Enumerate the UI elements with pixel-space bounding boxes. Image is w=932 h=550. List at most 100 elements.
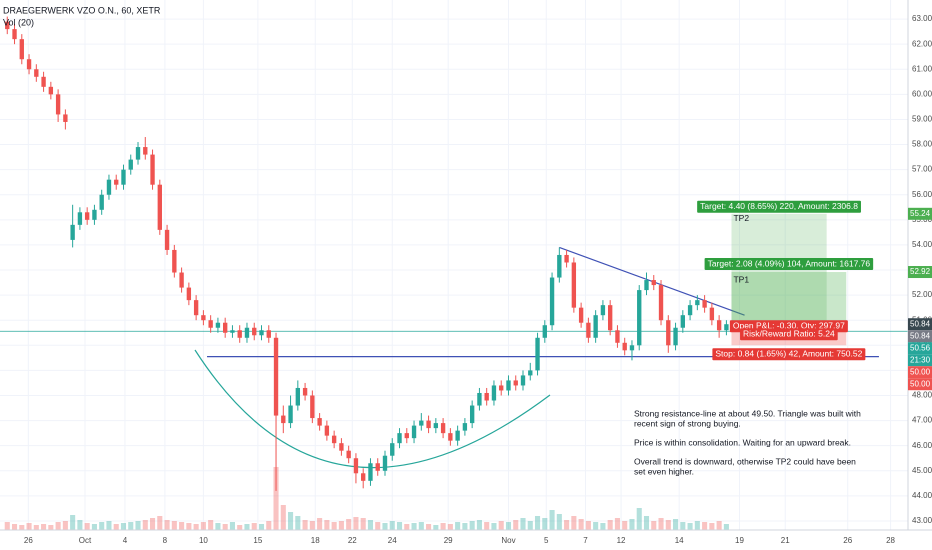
candle-body [252,327,257,336]
candle-body [680,315,685,328]
candle-body [84,212,90,220]
volume-bar [215,523,221,530]
candle-body [135,147,141,160]
volume-bar [346,519,352,530]
x-tick-label: 4 [123,536,128,545]
volume-bar [665,520,671,530]
candle-body [513,380,518,386]
x-tick-label: 5 [544,536,549,545]
volume-bar [338,521,344,530]
volume-bar [513,520,519,530]
candle-body [520,375,526,386]
volume-bar [411,523,417,530]
volume-bar [150,518,156,530]
candle-body [244,327,250,338]
candle-body [63,114,68,122]
candle-body [658,285,664,321]
candle-body [375,463,380,471]
candle-body [48,86,54,95]
volume-bar [389,521,395,530]
candle-body [41,76,46,87]
candle-body [557,254,562,278]
axes: 43.0044.0045.0046.0047.0048.0049.0050.00… [24,14,932,545]
candle-body [186,287,192,301]
volume-bar [462,523,468,530]
candle-body [5,21,10,30]
candle-body [92,209,97,220]
x-tick-label: 29 [444,536,453,545]
volume-bar [295,516,301,530]
y-tick-label: 48.00 [912,391,932,400]
volume-layer [4,467,729,530]
volume-bar [186,523,192,530]
candle-body [542,325,547,338]
candle-body [223,322,228,333]
price-label: 50.00 [910,367,931,376]
volume-bar [367,520,374,530]
candle-body [106,179,112,195]
y-tick-label: 47.00 [912,416,932,425]
candle-body [600,305,606,316]
volume-bar [324,520,330,530]
candle-body [651,280,656,286]
y-tick-label: 45.00 [912,466,932,475]
volume-bar [375,522,381,530]
chart-title: DRAEGERWERK VZO O.N., 60, XETR [3,5,161,15]
candle-body [390,443,395,456]
candle-body [644,280,649,291]
x-tick-label: 14 [675,536,684,545]
volume-bar [556,514,562,530]
candle-body [164,229,170,250]
x-tick-label: 10 [199,536,208,545]
volume-bar [564,520,570,530]
volume-bar [614,518,620,530]
volume-bar [534,516,541,530]
candle-body [215,322,221,328]
overlay-layer: Target: 4.40 (8.65%) 220, Amount: 2306.8… [634,200,874,476]
y-tick-label: 54.00 [912,240,932,249]
candle-body [324,425,330,436]
candle-body [702,300,707,308]
volume-bar [353,517,359,530]
candle-body [353,458,359,474]
y-tick-label: 61.00 [912,64,932,73]
price-label-box [908,207,932,220]
volume-bar [106,521,112,530]
note-line: Strong resistance-line at about 49.50. T… [634,408,861,418]
volume-bar [491,523,497,530]
candle-body [528,370,533,376]
volume-bar [244,524,250,530]
volume-bar [288,512,294,530]
volume-bar [709,523,715,530]
volume-bar [200,522,206,530]
volume-bar [99,522,105,530]
volume-bar [41,524,47,530]
candle-body [281,415,286,424]
note-line: Price is within consolidation. Waiting f… [634,437,851,447]
volume-bar [455,522,461,530]
candle-body [629,345,635,351]
volume-bar [142,520,148,530]
price-label-box [908,318,932,331]
y-tick-label: 56.00 [912,190,932,199]
volume-bar [447,524,453,530]
candle-body [491,385,497,401]
note-line: recent sign of strong buying. [634,418,741,428]
candle-body [411,425,417,439]
candle-body [549,277,555,326]
tp2-name: TP2 [733,213,749,223]
volume-bar [476,520,482,530]
candle-body [426,420,431,429]
candles-layer [5,16,729,491]
stop-label-box [712,348,866,361]
volume-bar [578,519,584,530]
y-tick-label: 63.00 [912,14,932,23]
volume-bar [673,519,679,530]
candle-body [361,473,366,481]
candle-body [99,194,104,210]
volume-bar [600,523,606,530]
volume-bar [317,518,323,530]
candle-body [695,300,700,306]
x-tick-label: 12 [617,536,626,545]
volume-bar [11,524,18,530]
